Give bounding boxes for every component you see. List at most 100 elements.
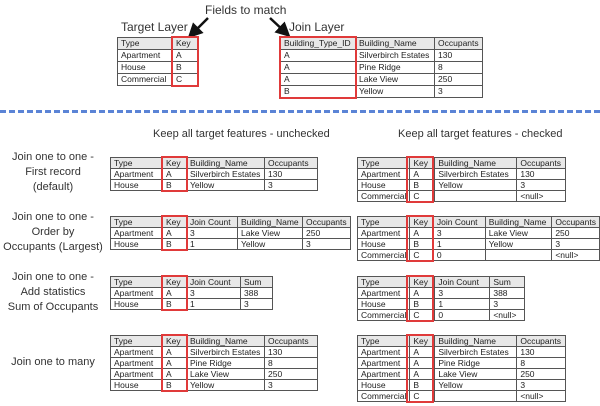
table-target: Type Key Apartment A House B Commercial C xyxy=(117,37,198,86)
table-cell: Apartment xyxy=(117,49,173,62)
table-row: House B 1 3 xyxy=(110,298,273,310)
table-cell: Apartment xyxy=(356,357,411,369)
row-label-line: Join one to one - xyxy=(12,271,94,283)
table-first-unchecked: Type Key Building_Name Occupants Apartment A S… xyxy=(110,157,318,191)
table-row: Apartment A 3 Lake View 250 xyxy=(110,227,351,239)
column-header: Key xyxy=(162,157,187,169)
table-cell: A xyxy=(162,227,187,239)
table-cell: 130 xyxy=(264,168,318,180)
table-row: Apartment A Silverbirch Estates 130 xyxy=(356,346,567,358)
table-cell: 130 xyxy=(434,49,483,62)
table-cell: A xyxy=(409,227,434,239)
row-label: Join one to one - Add statistics Sum of Oc… xyxy=(0,270,106,315)
table-cell: House xyxy=(110,179,163,191)
table-cell: A xyxy=(409,357,436,369)
table-cell: Lake View xyxy=(434,368,518,380)
table-cell: House xyxy=(356,298,411,310)
table-header-row: Type Key xyxy=(117,37,198,50)
table-cell: Yellow xyxy=(484,238,553,250)
table-cell: A xyxy=(172,49,198,62)
table-cell: 3 xyxy=(516,379,567,391)
table-row: House B 1 Yellow 3 xyxy=(110,238,351,250)
table-cell: House xyxy=(110,379,163,391)
table-row: House B 1 3 xyxy=(356,298,526,310)
table-row: Apartment A xyxy=(117,49,198,62)
column-header: Occupants xyxy=(516,157,567,169)
table-cell: Apartment xyxy=(356,287,411,299)
table-cell xyxy=(434,390,518,402)
table-cell: Lake View xyxy=(186,368,265,380)
column-header: Key xyxy=(172,37,198,50)
table-cell: 3 xyxy=(434,287,491,299)
table-cell: 3 xyxy=(551,238,600,250)
table-cell: A xyxy=(162,287,187,299)
table-cell: Yellow xyxy=(237,238,303,250)
table-cell xyxy=(434,190,518,202)
table-cell: 8 xyxy=(264,357,318,369)
table-header-row: Type Key Building_Name Occupants xyxy=(356,335,567,347)
row-label-line: Join one to many xyxy=(11,356,95,368)
table-row: House B Yellow 3 xyxy=(356,379,567,391)
table-cell: A xyxy=(280,61,356,74)
table-row: B Yellow 3 xyxy=(280,85,483,98)
column-header: Building_Name xyxy=(186,335,265,347)
table-cell: 130 xyxy=(264,346,318,358)
table-cell: B xyxy=(162,238,187,250)
column-header: Key xyxy=(409,335,436,347)
table-cell: C xyxy=(409,190,436,202)
column-header: Occupants xyxy=(434,37,483,50)
column-header: Type xyxy=(110,335,163,347)
table-cell: 3 xyxy=(186,227,238,239)
table-row: A Silverbirch Estates 130 xyxy=(280,49,483,62)
table-header-row: Type Key Join Count Building_Name Occupants xyxy=(356,216,600,228)
table-cell: Apartment xyxy=(110,346,163,358)
join-layer-title: Join Layer xyxy=(289,20,345,34)
table-row: House B 1 Yellow 3 xyxy=(356,238,600,250)
table-stats-unchecked: Type Key Join Count Sum Apartment A 3 388 House B… xyxy=(110,276,273,310)
column-header: Key xyxy=(162,216,187,228)
table-cell xyxy=(484,249,553,261)
table-cell: 250 xyxy=(302,227,351,239)
table-cell: Pine Ridge xyxy=(355,61,435,74)
table-cell: A xyxy=(162,357,187,369)
row-label-line: First record xyxy=(25,166,81,178)
column-header: Building_Name xyxy=(434,157,518,169)
table-cell: A xyxy=(162,168,187,180)
table-cell: Lake View xyxy=(355,73,435,86)
table-cell: B xyxy=(162,179,187,191)
table-cell: 388 xyxy=(240,287,273,299)
column-header: Sum xyxy=(489,276,526,288)
table-cell: 3 xyxy=(264,379,318,391)
row-label-line: Occupants (Largest) xyxy=(3,241,103,253)
table-cell: Silverbirch Estates xyxy=(355,49,435,62)
table-cell: Yellow xyxy=(186,179,265,191)
table-many-unchecked: Type Key Building_Name Occupants Apartment A S… xyxy=(110,335,318,391)
table-cell: 3 xyxy=(432,227,486,239)
table-header-row: Type Key Building_Name Occupants xyxy=(110,157,318,169)
table-many-checked: Type Key Building_Name Occupants Apartment A S… xyxy=(356,335,567,402)
table-cell: Silverbirch Estates xyxy=(434,346,518,358)
column-header: Key xyxy=(162,335,187,347)
table-cell: <null> xyxy=(516,190,567,202)
column-header: Building_Name xyxy=(434,335,518,347)
table-cell: Commercial xyxy=(356,190,411,202)
table-cell: House xyxy=(117,61,173,74)
table-row: House B Yellow 3 xyxy=(110,179,318,191)
table-cell: B xyxy=(409,298,436,310)
column-header: Key xyxy=(409,157,436,169)
table-cell: B xyxy=(409,238,434,250)
table-cell: 250 xyxy=(434,73,483,86)
table-cell: Yellow xyxy=(434,379,518,391)
table-cell: A xyxy=(280,49,356,62)
table-cell: House xyxy=(356,179,411,191)
table-header-row: Type Key Join Count Sum xyxy=(110,276,273,288)
table-cell: Apartment xyxy=(356,227,411,239)
column-header: Key xyxy=(409,216,434,228)
fields-to-match-label: Fields to match xyxy=(205,3,287,17)
table-row: Apartment A 3 Lake View 250 xyxy=(356,227,600,239)
table-cell: Pine Ridge xyxy=(434,357,518,369)
table-cell: Yellow xyxy=(186,379,265,391)
table-cell: A xyxy=(409,346,436,358)
table-cell: Apartment xyxy=(110,227,163,239)
column-header: Building_Name xyxy=(237,216,303,228)
